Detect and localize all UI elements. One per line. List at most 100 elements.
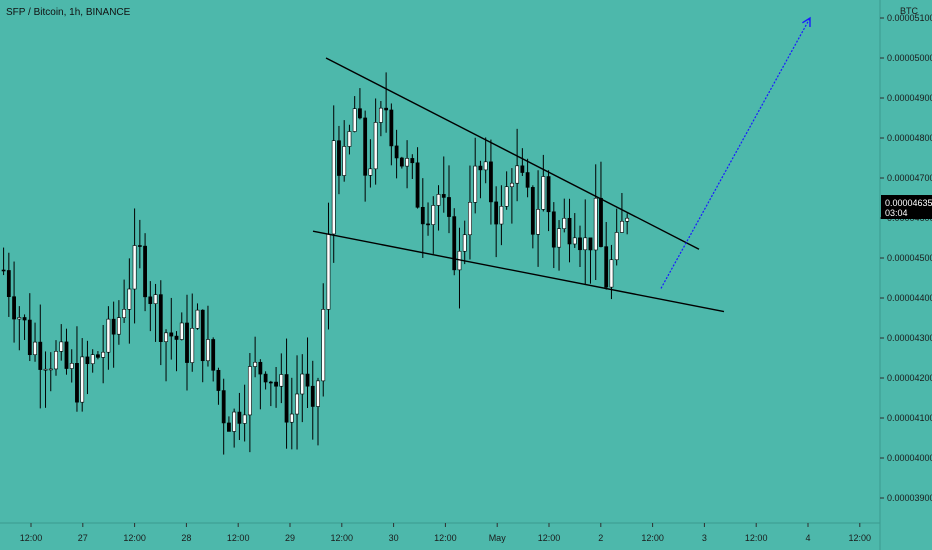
candle-up — [195, 309, 200, 329]
candle-up — [59, 341, 64, 352]
time-tick-label: 12:00 — [123, 533, 146, 543]
candle-down — [384, 107, 389, 111]
time-tick-label: 29 — [285, 533, 295, 543]
candle-down — [111, 318, 116, 335]
price-tick-label: 0.00004800 — [887, 133, 932, 143]
time-tick-label: 12:00 — [641, 533, 664, 543]
price-tick-label: 0.00004700 — [887, 173, 932, 183]
candle-down — [274, 381, 278, 387]
candle-up — [164, 332, 168, 342]
candle-up — [206, 339, 210, 362]
time-tick-label: 12:00 — [331, 533, 354, 543]
candle-up — [352, 108, 357, 132]
candle-down — [337, 140, 341, 176]
candle-down — [137, 245, 142, 247]
current-price-tag: 0.00004635 03:04 — [881, 195, 932, 219]
candle-up — [106, 318, 111, 353]
candle-down — [268, 381, 273, 384]
candle-up — [54, 351, 58, 370]
candle-up — [242, 414, 247, 424]
candle-down — [237, 411, 242, 424]
candle-up — [373, 122, 378, 170]
candle-down — [578, 237, 582, 251]
candle-down — [227, 422, 231, 432]
candle-up — [232, 411, 237, 432]
candle-down — [546, 176, 551, 213]
candle-down — [174, 335, 179, 340]
candle-down — [567, 217, 572, 245]
candle-down — [148, 296, 153, 304]
candle-down — [310, 385, 315, 407]
candle-up — [614, 232, 619, 261]
candle-down — [530, 187, 535, 235]
candle-up — [69, 363, 74, 369]
time-tick-label: 12:00 — [227, 533, 250, 543]
candle-down — [211, 339, 216, 371]
candle-down — [489, 161, 493, 203]
candle-up — [190, 328, 195, 363]
candle-down — [420, 206, 425, 225]
candle-up — [368, 168, 373, 176]
candle-up — [483, 161, 488, 171]
candle-down — [426, 223, 430, 226]
candle-up — [378, 107, 383, 123]
time-tick-label: 12:00 — [849, 533, 872, 543]
time-tick-label: May — [489, 533, 507, 543]
time-tick-label: 12:00 — [434, 533, 457, 543]
candle-up — [620, 220, 624, 233]
candle-up — [342, 146, 347, 176]
candle-down — [221, 390, 226, 424]
candle-up — [279, 374, 284, 387]
projection-arrow-line[interactable] — [660, 17, 811, 289]
candle-down — [96, 354, 100, 358]
candle-down — [551, 211, 556, 248]
time-tick-label: 12:00 — [538, 533, 561, 543]
candle-up — [462, 234, 467, 252]
candle-down — [415, 162, 420, 208]
candle-group — [1, 72, 630, 455]
candle-up — [43, 368, 48, 371]
candle-down — [452, 216, 457, 271]
candle-down — [75, 363, 79, 403]
price-tick-label: 0.00004500 — [887, 253, 932, 263]
candle-down — [216, 369, 221, 391]
time-axis[interactable]: 12:00 27 12:00 28 12:00 29 12:00 30 12:00 May 12:0… — [20, 523, 871, 543]
candle-down — [494, 201, 499, 225]
price-tick-label: 0.00004900 — [887, 93, 932, 103]
candle-down — [389, 109, 394, 147]
time-tick-label: 4 — [805, 533, 810, 543]
candle-up — [473, 165, 478, 203]
candle-down — [200, 309, 205, 362]
candle-up — [17, 317, 22, 320]
lower-trendline[interactable] — [312, 230, 725, 313]
candle-up — [515, 165, 520, 184]
candle-up — [593, 197, 598, 251]
candle-down — [447, 197, 451, 217]
candle-up — [300, 373, 305, 395]
candle-down — [394, 145, 399, 159]
candle-up — [609, 259, 614, 288]
candle-down — [143, 245, 147, 298]
candle-down — [27, 319, 32, 356]
candle-up — [625, 217, 630, 222]
upper-trendline[interactable] — [325, 57, 700, 250]
price-tick-label: 0.00003900 — [887, 493, 932, 503]
time-tick-label: 30 — [389, 533, 399, 543]
candle-down — [478, 165, 483, 171]
candle-up — [347, 131, 352, 147]
projection-arrow-head — [802, 16, 811, 28]
candle-down — [38, 341, 43, 370]
price-tick-label: 0.00005100 — [887, 13, 932, 23]
candle-up — [80, 356, 85, 403]
time-tick-label: 28 — [181, 533, 191, 543]
candle-down — [305, 373, 310, 387]
candle-up — [562, 217, 567, 229]
candle-up — [132, 245, 137, 290]
candle-up — [295, 393, 299, 415]
candle-down — [169, 332, 174, 337]
candle-up — [321, 309, 326, 382]
candle-up — [331, 140, 336, 235]
